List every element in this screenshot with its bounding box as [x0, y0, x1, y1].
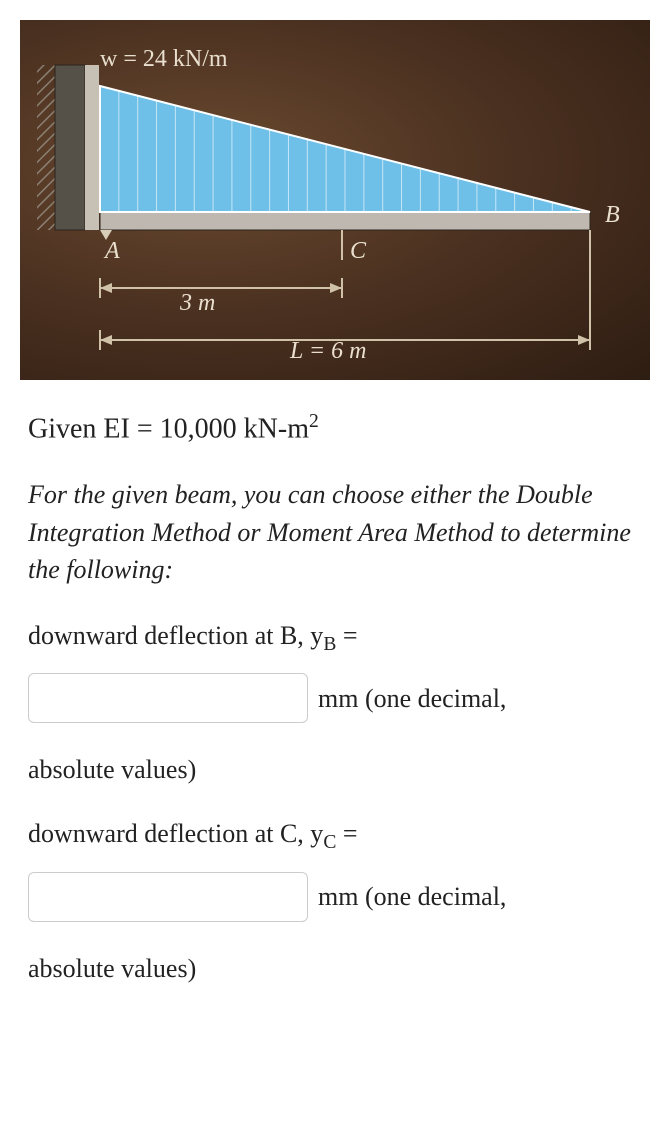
beam-diagram: w = 24 kN/m A B C 3 m L = 6 m — [20, 20, 650, 380]
span-total-label: L = 6 m — [290, 338, 366, 365]
question-c-label: downward deflection at C, yC = — [28, 815, 642, 857]
answer-row-c: mm (one decimal, — [28, 872, 642, 922]
point-a-label: A — [105, 238, 120, 265]
load-label: w = 24 kN/m — [100, 46, 228, 73]
given-value: 10,000 kN-m — [160, 413, 309, 444]
q2-eq: = — [336, 819, 357, 848]
given-exp: 2 — [309, 411, 319, 432]
q2-text: downward deflection at C, y — [28, 819, 323, 848]
deflection-b-input[interactable] — [28, 673, 308, 723]
diagram-svg-wrap — [20, 20, 650, 380]
note-c: absolute values) — [28, 950, 642, 988]
unit-b: mm (one decimal, — [318, 680, 506, 718]
point-c-label: C — [350, 238, 366, 265]
note-b: absolute values) — [28, 751, 642, 789]
given-line: Given EI = 10,000 kN-m2 — [28, 408, 642, 450]
given-prefix: Given EI = — [28, 413, 160, 444]
q1-eq: = — [336, 621, 357, 650]
question-b-label: downward deflection at B, yB = — [28, 617, 642, 659]
answer-row-b: mm (one decimal, — [28, 673, 642, 723]
q1-sub: B — [323, 634, 336, 655]
problem-text: Given EI = 10,000 kN-m2 For the given be… — [0, 380, 670, 987]
unit-c: mm (one decimal, — [318, 878, 506, 916]
instruction-text: For the given beam, you can choose eithe… — [28, 476, 642, 589]
span-ac-label: 3 m — [180, 290, 215, 317]
beam-svg — [20, 20, 650, 380]
deflection-c-input[interactable] — [28, 872, 308, 922]
q1-text: downward deflection at B, y — [28, 621, 323, 650]
q2-sub: C — [323, 832, 336, 853]
point-b-label: B — [605, 202, 620, 229]
